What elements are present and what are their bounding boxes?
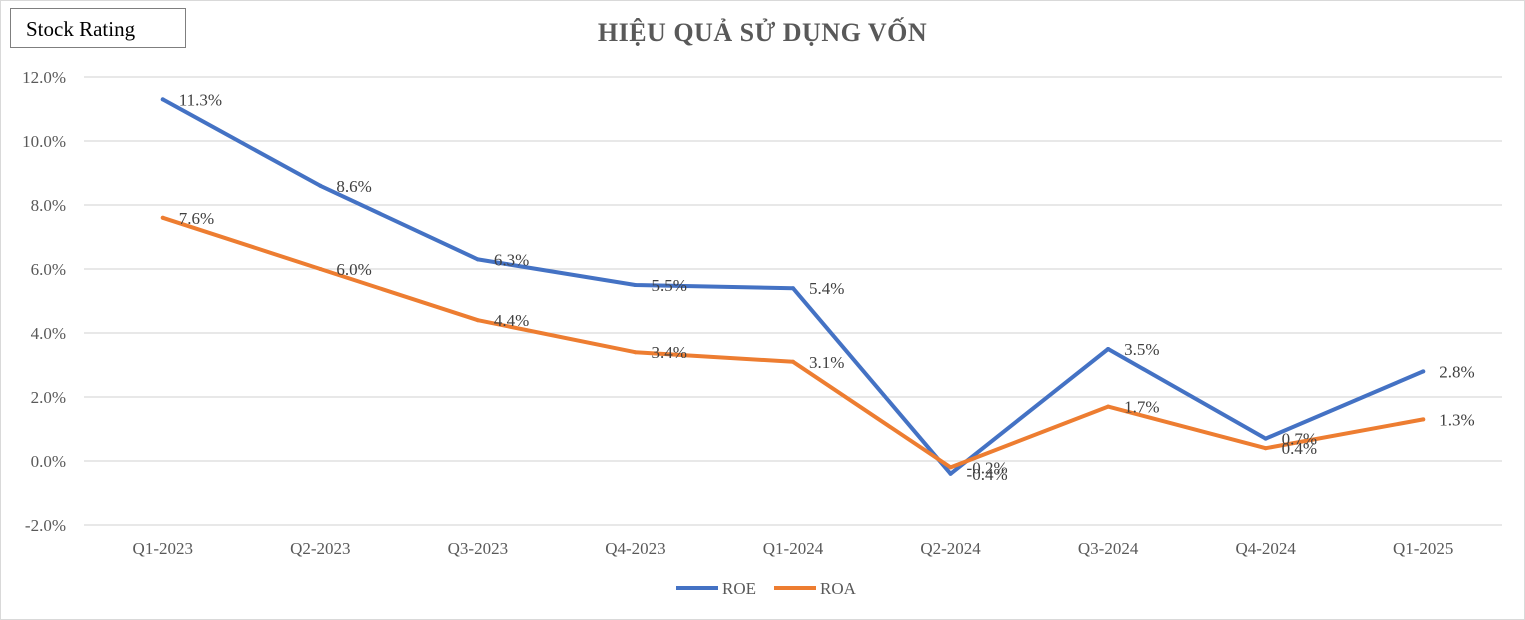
data-point-roe <box>1421 369 1426 374</box>
data-point-roe <box>475 257 480 262</box>
y-axis-ticks: 12.0% 10.0% 8.0% 6.0% 4.0% 2.0% 0.0% -2.0% <box>22 68 66 535</box>
data-point-roa <box>318 267 323 271</box>
y-tick-label: 6.0% <box>31 260 66 279</box>
data-point-roa <box>475 318 480 323</box>
data-point-roe <box>318 183 323 188</box>
x-tick-label: Q3-2024 <box>1078 539 1139 558</box>
data-label-roe: 5.4% <box>809 279 844 298</box>
x-axis-ticks: Q1-2023 Q2-2023 Q3-2023 Q4-2023 Q1-2024 Q2-20… <box>133 539 1454 558</box>
data-label-roa: 0.4% <box>1282 439 1317 458</box>
y-tick-label: 12.0% <box>22 68 66 87</box>
x-tick-label: Q4-2024 <box>1235 539 1296 558</box>
data-point-roa <box>948 465 953 470</box>
data-point-roa <box>633 350 638 355</box>
data-label-roe: 2.8% <box>1439 362 1474 381</box>
data-label-roe: 5.5% <box>651 276 686 295</box>
data-label-roa: 4.4% <box>494 311 529 330</box>
data-point-roa <box>1106 404 1111 409</box>
legend: ROE ROA <box>676 579 857 598</box>
data-label-roe: -0.4% <box>967 465 1008 484</box>
stock-rating-badge: Stock Rating <box>10 8 186 48</box>
x-tick-label: Q1-2024 <box>763 539 824 558</box>
legend-label-roe: ROE <box>722 579 756 598</box>
data-point-roe <box>948 471 953 476</box>
legend-label-roa: ROA <box>820 579 857 598</box>
x-tick-label: Q4-2023 <box>605 539 665 558</box>
y-tick-label: -2.0% <box>25 516 66 535</box>
chart-title: HIỆU QUẢ SỬ DỤNG VỐN <box>597 18 928 47</box>
x-tick-label: Q3-2023 <box>448 539 508 558</box>
series-lines <box>160 97 1426 476</box>
y-tick-label: 0.0% <box>31 452 66 471</box>
data-label-roa: 3.4% <box>651 343 686 362</box>
x-tick-label: Q2-2023 <box>290 539 350 558</box>
data-label-roa: 3.1% <box>809 353 844 372</box>
data-label-roe: 6.3% <box>494 250 529 269</box>
data-label-roe: 8.6% <box>336 177 371 196</box>
data-label-roe: 3.5% <box>1124 340 1159 359</box>
x-tick-label: Q1-2025 <box>1393 539 1453 558</box>
data-label-roa: 1.3% <box>1439 410 1474 429</box>
data-point-roa <box>160 215 165 220</box>
data-label-roe: 11.3% <box>179 90 222 109</box>
y-tick-label: 8.0% <box>31 196 66 215</box>
data-label-roa: -0.2% <box>967 458 1008 477</box>
data-point-roe <box>633 283 638 287</box>
data-point-roa <box>1421 417 1426 422</box>
x-tick-label: Q1-2023 <box>133 539 193 558</box>
data-label-roa: 1.7% <box>1124 398 1159 417</box>
x-tick-label: Q2-2024 <box>920 539 981 558</box>
data-point-roa <box>1263 446 1268 451</box>
y-tick-label: 4.0% <box>31 324 66 343</box>
data-point-roe <box>1263 436 1268 441</box>
data-label-roe: 0.7% <box>1282 430 1317 449</box>
y-tick-label: 2.0% <box>31 388 66 407</box>
data-point-roe <box>160 97 165 102</box>
data-point-roa <box>791 359 795 364</box>
series-line-roa <box>160 215 1426 470</box>
data-label-roa: 6.0% <box>336 260 371 279</box>
y-tick-label: 10.0% <box>22 132 66 151</box>
data-label-roa: 7.6% <box>179 209 214 228</box>
data-point-roe <box>791 286 795 291</box>
data-point-roe <box>1106 347 1111 351</box>
data-labels: 11.3% 8.6% 6.3% 5.5% 5.4% -0.4% 3.5% 0.7% 2.8% 7.… <box>179 90 1475 483</box>
